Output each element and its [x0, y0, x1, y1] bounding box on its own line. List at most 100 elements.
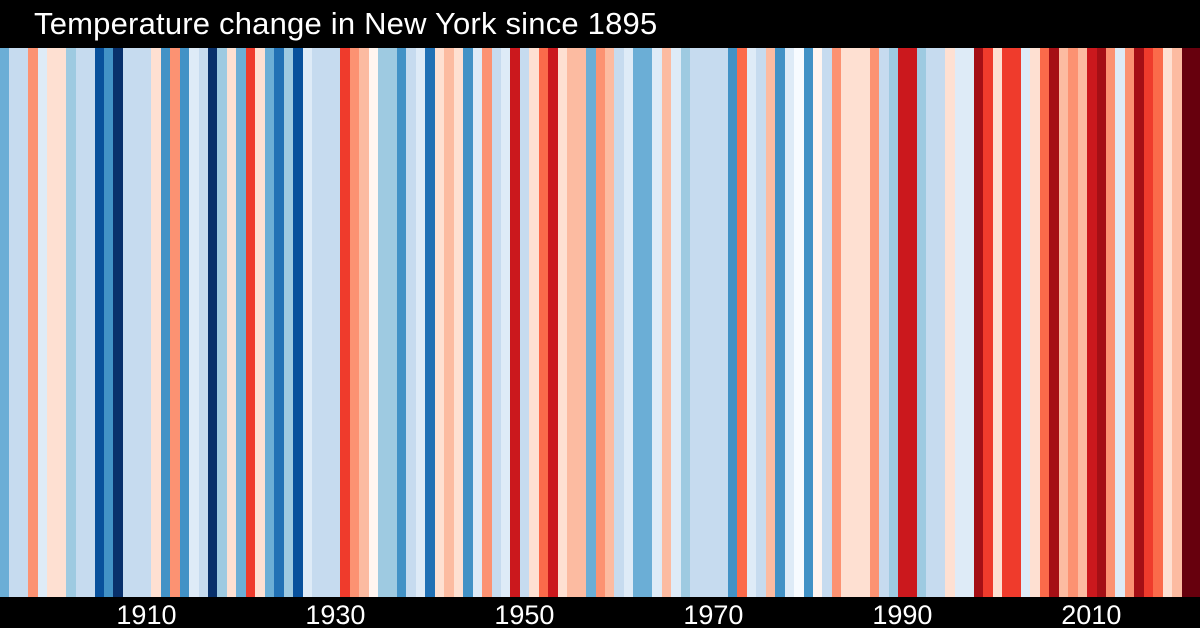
stripe-1896	[9, 48, 19, 597]
axis-label-2010: 2010	[1061, 600, 1122, 628]
stripe-1979	[794, 48, 804, 597]
stripe-1971	[718, 48, 728, 597]
stripe-1924	[274, 48, 284, 597]
axis-label-1990: 1990	[872, 600, 933, 628]
stripe-1974	[746, 48, 757, 597]
stripe-1987	[869, 48, 880, 597]
stripe-1929	[321, 48, 331, 597]
stripe-1995	[945, 48, 955, 597]
stripe-1897	[18, 48, 29, 597]
stripe-1946	[482, 48, 492, 597]
stripe-2010	[1087, 48, 1097, 597]
stripe-1898	[28, 48, 38, 597]
stripe-1910	[141, 48, 152, 597]
stripe-1923	[264, 48, 275, 597]
stripe-1908	[122, 48, 133, 597]
stripe-1933	[359, 48, 369, 597]
stripe-2004	[1030, 48, 1040, 597]
stripe-1966	[671, 48, 681, 597]
stripe-1956	[576, 48, 587, 597]
stripe-1968	[690, 48, 700, 597]
stripe-1949	[510, 48, 520, 597]
stripe-1922	[255, 48, 265, 597]
stripe-1986	[860, 48, 870, 597]
stripe-1984	[841, 48, 851, 597]
stripe-1993	[926, 48, 936, 597]
stripe-1918	[217, 48, 227, 597]
stripe-1921	[245, 48, 256, 597]
stripe-2006	[1049, 48, 1059, 597]
stripe-1961	[623, 48, 634, 597]
stripes-plot-area	[0, 48, 1200, 597]
stripe-2017	[1153, 48, 1163, 597]
stripe-2009	[1077, 48, 1088, 597]
stripe-2018	[1162, 48, 1173, 597]
stripe-1953	[548, 48, 558, 597]
stripe-1930	[330, 48, 341, 597]
stripe-1957	[586, 48, 596, 597]
stripe-1963	[642, 48, 653, 597]
stripe-2012	[1106, 48, 1116, 597]
stripe-1945	[472, 48, 483, 597]
stripe-1967	[680, 48, 691, 597]
stripe-1931	[340, 48, 350, 597]
stripe-1902	[66, 48, 76, 597]
stripe-2008	[1068, 48, 1078, 597]
stripe-1978	[784, 48, 795, 597]
stripe-1926	[293, 48, 303, 597]
stripe-1983	[831, 48, 842, 597]
stripe-1895	[0, 48, 10, 597]
title-bar: Temperature change in New York since 189…	[0, 0, 1200, 48]
stripe-1906	[103, 48, 114, 597]
stripe-1999	[983, 48, 993, 597]
stripe-1912	[160, 48, 171, 597]
stripe-1928	[311, 48, 322, 597]
stripe-1985	[850, 48, 861, 597]
stripe-1911	[151, 48, 161, 597]
stripe-1972	[727, 48, 738, 597]
stripe-1973	[737, 48, 747, 597]
stripe-2020	[1181, 48, 1192, 597]
stripe-1900	[47, 48, 57, 597]
stripe-1947	[491, 48, 502, 597]
stripe-1994	[935, 48, 946, 597]
stripe-1909	[132, 48, 142, 597]
stripe-1937	[397, 48, 407, 597]
stripe-1960	[614, 48, 624, 597]
stripe-2007	[1058, 48, 1069, 597]
stripe-1951	[529, 48, 539, 597]
stripe-1919	[226, 48, 237, 597]
stripe-1932	[349, 48, 360, 597]
stripe-1941	[434, 48, 445, 597]
stripe-1913	[170, 48, 180, 597]
stripe-2005	[1039, 48, 1050, 597]
page-title: Temperature change in New York since 189…	[34, 6, 658, 41]
stripe-2003	[1020, 48, 1031, 597]
axis-label-1970: 1970	[683, 600, 744, 628]
stripe-1935	[378, 48, 388, 597]
stripe-1996	[954, 48, 965, 597]
stripe-1955	[567, 48, 577, 597]
stripe-1950	[519, 48, 530, 597]
stripe-1916	[198, 48, 208, 597]
stripe-1997	[964, 48, 974, 597]
stripe-1969	[699, 48, 709, 597]
stripe-2001	[1002, 48, 1012, 597]
stripe-2011	[1096, 48, 1107, 597]
stripe-1917	[207, 48, 218, 597]
stripe-1980	[803, 48, 813, 597]
stripe-2013	[1115, 48, 1125, 597]
axis-label-1950: 1950	[494, 600, 555, 628]
stripe-2014	[1124, 48, 1135, 597]
stripe-1938	[406, 48, 416, 597]
stripe-2015	[1134, 48, 1144, 597]
stripe-1990	[898, 48, 908, 597]
stripe-1970	[708, 48, 719, 597]
stripe-1952	[538, 48, 549, 597]
stripe-1965	[661, 48, 672, 597]
stripe-1944	[463, 48, 473, 597]
stripe-1905	[94, 48, 104, 597]
stripe-1982	[822, 48, 832, 597]
stripe-1992	[916, 48, 927, 597]
